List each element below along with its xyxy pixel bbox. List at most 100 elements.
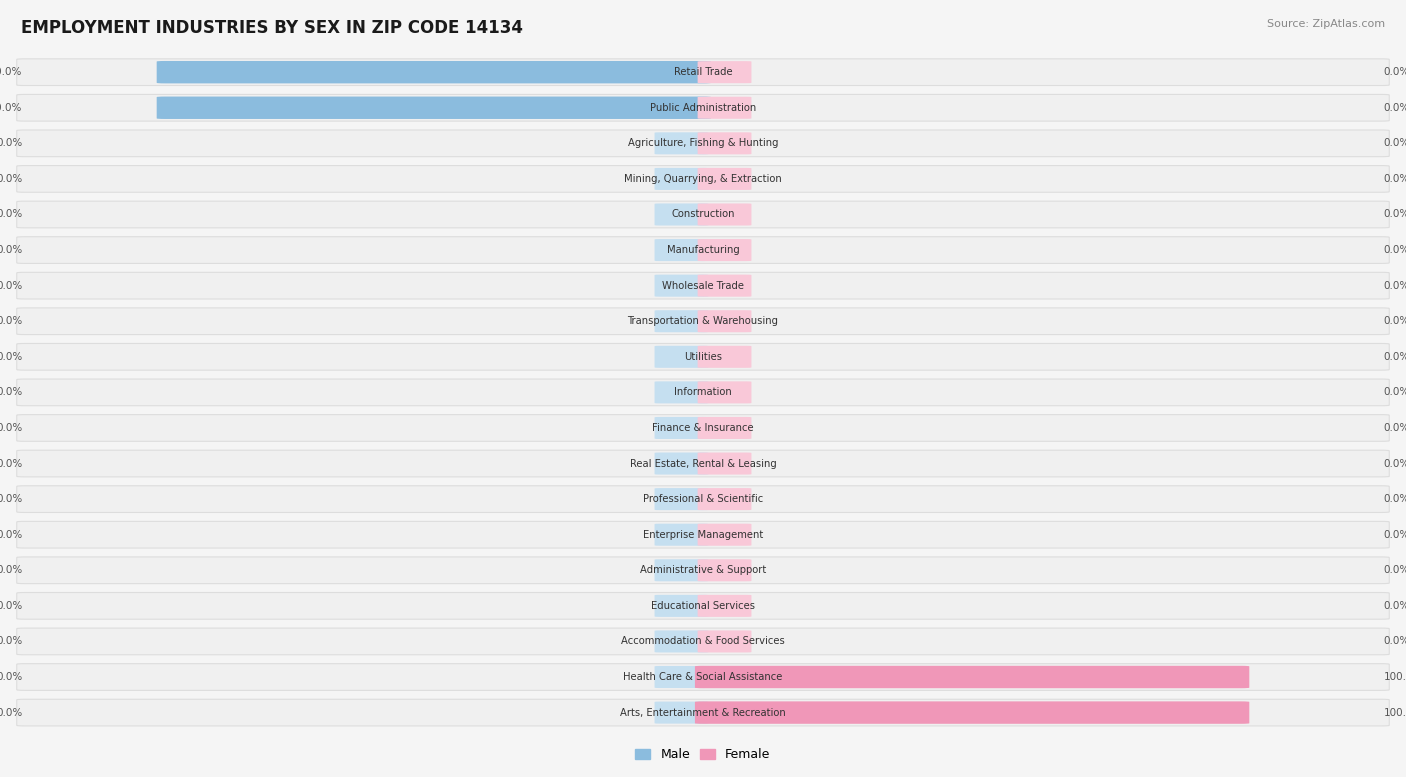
FancyBboxPatch shape bbox=[695, 702, 1250, 724]
Text: 0.0%: 0.0% bbox=[1384, 210, 1406, 219]
FancyBboxPatch shape bbox=[655, 666, 709, 688]
Text: 0.0%: 0.0% bbox=[1384, 245, 1406, 255]
Text: Accommodation & Food Services: Accommodation & Food Services bbox=[621, 636, 785, 646]
FancyBboxPatch shape bbox=[655, 346, 709, 368]
Text: 0.0%: 0.0% bbox=[1384, 423, 1406, 433]
FancyBboxPatch shape bbox=[17, 130, 1389, 157]
FancyBboxPatch shape bbox=[697, 274, 751, 297]
FancyBboxPatch shape bbox=[655, 559, 709, 581]
FancyBboxPatch shape bbox=[17, 557, 1389, 584]
FancyBboxPatch shape bbox=[17, 379, 1389, 406]
FancyBboxPatch shape bbox=[17, 664, 1389, 690]
Text: 0.0%: 0.0% bbox=[1384, 280, 1406, 291]
Text: Enterprise Management: Enterprise Management bbox=[643, 530, 763, 540]
Text: 0.0%: 0.0% bbox=[1384, 636, 1406, 646]
FancyBboxPatch shape bbox=[655, 524, 709, 545]
FancyBboxPatch shape bbox=[697, 452, 751, 475]
FancyBboxPatch shape bbox=[17, 59, 1389, 85]
FancyBboxPatch shape bbox=[17, 201, 1389, 228]
FancyBboxPatch shape bbox=[697, 382, 751, 403]
FancyBboxPatch shape bbox=[156, 96, 711, 119]
Text: 0.0%: 0.0% bbox=[1384, 601, 1406, 611]
Text: Agriculture, Fishing & Hunting: Agriculture, Fishing & Hunting bbox=[627, 138, 779, 148]
FancyBboxPatch shape bbox=[697, 346, 751, 368]
FancyBboxPatch shape bbox=[697, 595, 751, 617]
Text: Health Care & Social Assistance: Health Care & Social Assistance bbox=[623, 672, 783, 682]
Text: 0.0%: 0.0% bbox=[0, 245, 22, 255]
Text: Construction: Construction bbox=[671, 210, 735, 219]
Text: Professional & Scientific: Professional & Scientific bbox=[643, 494, 763, 504]
Text: 0.0%: 0.0% bbox=[0, 352, 22, 362]
Text: Transportation & Warehousing: Transportation & Warehousing bbox=[627, 316, 779, 326]
Legend: Male, Female: Male, Female bbox=[636, 748, 770, 761]
Text: 0.0%: 0.0% bbox=[1384, 458, 1406, 469]
FancyBboxPatch shape bbox=[697, 488, 751, 510]
FancyBboxPatch shape bbox=[17, 308, 1389, 335]
FancyBboxPatch shape bbox=[697, 96, 751, 119]
Text: Information: Information bbox=[673, 388, 733, 397]
FancyBboxPatch shape bbox=[17, 415, 1389, 441]
Text: 0.0%: 0.0% bbox=[0, 566, 22, 575]
Text: Retail Trade: Retail Trade bbox=[673, 67, 733, 77]
Text: 100.0%: 100.0% bbox=[1384, 672, 1406, 682]
FancyBboxPatch shape bbox=[655, 702, 709, 723]
FancyBboxPatch shape bbox=[655, 382, 709, 403]
Text: 0.0%: 0.0% bbox=[1384, 566, 1406, 575]
Text: 0.0%: 0.0% bbox=[1384, 316, 1406, 326]
Text: 0.0%: 0.0% bbox=[0, 210, 22, 219]
Text: 0.0%: 0.0% bbox=[0, 388, 22, 397]
FancyBboxPatch shape bbox=[655, 132, 709, 155]
FancyBboxPatch shape bbox=[697, 61, 751, 83]
FancyBboxPatch shape bbox=[655, 488, 709, 510]
Text: 0.0%: 0.0% bbox=[1384, 530, 1406, 540]
Text: Arts, Entertainment & Recreation: Arts, Entertainment & Recreation bbox=[620, 708, 786, 718]
Text: Source: ZipAtlas.com: Source: ZipAtlas.com bbox=[1267, 19, 1385, 30]
Text: 0.0%: 0.0% bbox=[0, 138, 22, 148]
FancyBboxPatch shape bbox=[655, 204, 709, 225]
Text: Utilities: Utilities bbox=[683, 352, 723, 362]
Text: 0.0%: 0.0% bbox=[0, 530, 22, 540]
Text: 0.0%: 0.0% bbox=[0, 174, 22, 184]
Text: 100.0%: 100.0% bbox=[1384, 708, 1406, 718]
FancyBboxPatch shape bbox=[17, 450, 1389, 477]
FancyBboxPatch shape bbox=[17, 699, 1389, 726]
Text: 0.0%: 0.0% bbox=[0, 423, 22, 433]
Text: 0.0%: 0.0% bbox=[0, 280, 22, 291]
FancyBboxPatch shape bbox=[697, 239, 751, 261]
Text: Administrative & Support: Administrative & Support bbox=[640, 566, 766, 575]
FancyBboxPatch shape bbox=[17, 166, 1389, 192]
FancyBboxPatch shape bbox=[697, 559, 751, 581]
Text: 0.0%: 0.0% bbox=[0, 672, 22, 682]
Text: 0.0%: 0.0% bbox=[1384, 352, 1406, 362]
FancyBboxPatch shape bbox=[17, 593, 1389, 619]
Text: Manufacturing: Manufacturing bbox=[666, 245, 740, 255]
Text: EMPLOYMENT INDUSTRIES BY SEX IN ZIP CODE 14134: EMPLOYMENT INDUSTRIES BY SEX IN ZIP CODE… bbox=[21, 19, 523, 37]
Text: 0.0%: 0.0% bbox=[1384, 388, 1406, 397]
Text: Wholesale Trade: Wholesale Trade bbox=[662, 280, 744, 291]
FancyBboxPatch shape bbox=[17, 628, 1389, 655]
FancyBboxPatch shape bbox=[655, 452, 709, 475]
Text: 0.0%: 0.0% bbox=[1384, 174, 1406, 184]
FancyBboxPatch shape bbox=[17, 237, 1389, 263]
FancyBboxPatch shape bbox=[697, 204, 751, 225]
FancyBboxPatch shape bbox=[17, 95, 1389, 121]
FancyBboxPatch shape bbox=[17, 486, 1389, 513]
Text: 0.0%: 0.0% bbox=[1384, 494, 1406, 504]
FancyBboxPatch shape bbox=[655, 239, 709, 261]
FancyBboxPatch shape bbox=[697, 310, 751, 333]
FancyBboxPatch shape bbox=[17, 343, 1389, 370]
FancyBboxPatch shape bbox=[17, 272, 1389, 299]
Text: 0.0%: 0.0% bbox=[0, 494, 22, 504]
Text: Real Estate, Rental & Leasing: Real Estate, Rental & Leasing bbox=[630, 458, 776, 469]
FancyBboxPatch shape bbox=[695, 666, 1250, 688]
Text: 0.0%: 0.0% bbox=[1384, 67, 1406, 77]
FancyBboxPatch shape bbox=[655, 630, 709, 653]
FancyBboxPatch shape bbox=[697, 168, 751, 190]
Text: Public Administration: Public Administration bbox=[650, 103, 756, 113]
FancyBboxPatch shape bbox=[17, 521, 1389, 548]
FancyBboxPatch shape bbox=[697, 630, 751, 653]
Text: Mining, Quarrying, & Extraction: Mining, Quarrying, & Extraction bbox=[624, 174, 782, 184]
Text: Educational Services: Educational Services bbox=[651, 601, 755, 611]
FancyBboxPatch shape bbox=[655, 168, 709, 190]
FancyBboxPatch shape bbox=[697, 132, 751, 155]
